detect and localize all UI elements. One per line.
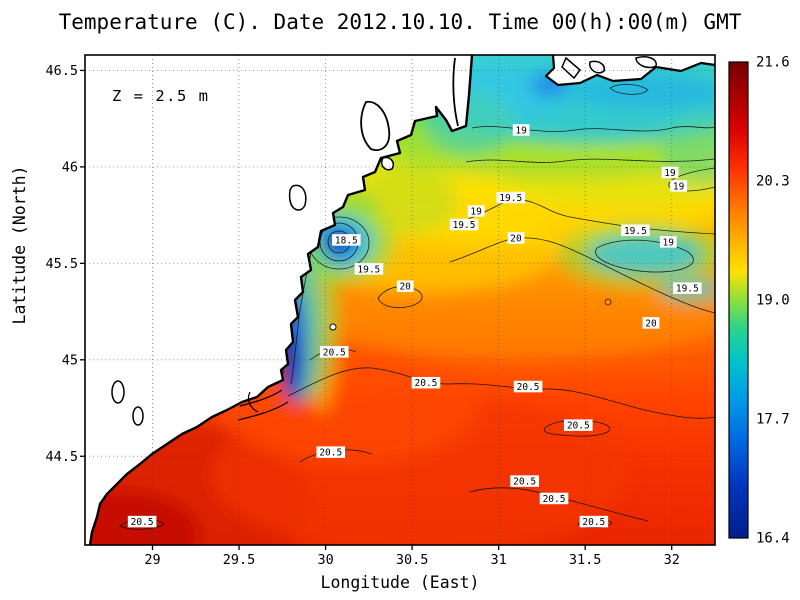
colorbar-tick-label: 16.4 (756, 531, 790, 547)
contour-label-box (539, 492, 569, 505)
contour-label: 20.5 (567, 421, 590, 432)
contour-label-box (673, 282, 702, 294)
contour-label-box (563, 419, 593, 431)
contour-label: 19 (663, 237, 675, 248)
contour-label: 20.5 (415, 378, 438, 389)
contour-label-box (513, 380, 543, 393)
y-axis-ticks: 46.5 46 45.5 45 44.5 (45, 63, 85, 465)
contour-label: 20.5 (582, 517, 605, 528)
x-tick-label: 32 (664, 552, 680, 568)
colorbar-tick-label: 20.3 (756, 174, 790, 190)
contour-label-box (507, 232, 525, 244)
x-tick-label: 30 (317, 552, 333, 568)
x-tick-label: 29.5 (223, 552, 256, 568)
colorbar-tick-label: 21.6 (756, 55, 790, 71)
contour-label-box (449, 218, 479, 231)
contour-label: 19.5 (453, 220, 476, 231)
contour-label-box (510, 475, 539, 487)
x-tick-label: 31 (491, 552, 507, 568)
contour-label-box (354, 263, 384, 275)
contour-label: 19.5 (357, 264, 380, 275)
land-west (85, 54, 474, 546)
coastline (88, 54, 474, 546)
small-contour-ring (329, 323, 337, 331)
contour-label: 20 (399, 282, 411, 293)
contour-label-box (396, 280, 414, 292)
contour-label-box (621, 224, 650, 237)
y-tick-label: 46.5 (45, 63, 78, 79)
delta-channels (237, 389, 289, 421)
contour-label: 19 (470, 206, 482, 217)
contour-label: 20.5 (323, 347, 346, 358)
x-tick-label: 31.5 (569, 552, 602, 568)
liman-lakes (561, 56, 657, 80)
colorbar-tick-label: 17.7 (756, 412, 790, 428)
colorbar-tick-labels: 21.6 20.3 19.0 17.7 16.4 (756, 55, 790, 547)
plot-border (84, 54, 716, 546)
contour-label-box (127, 515, 157, 528)
contour-label: 19 (515, 125, 527, 136)
y-tick-label: 44.5 (45, 449, 78, 465)
contour-label: 19.5 (624, 226, 647, 237)
y-tick-label: 46 (62, 159, 78, 175)
x-tick-label: 29 (144, 552, 160, 568)
contour-label: 19 (664, 168, 676, 179)
contour-label: 19 (673, 181, 685, 192)
liman-boundary (452, 57, 459, 127)
contour-label-box (411, 376, 441, 389)
y-axis-label: Latitude (North) (10, 166, 29, 325)
contour-labels: 19 19 19 19.5 19 19.5 18.5 20 19.5 19 19.5 20 19.5 20… (127, 124, 702, 528)
contour-label-box (579, 515, 609, 528)
x-axis-label: Longitude (East) (321, 573, 480, 592)
plot-area: 19 19 19 19.5 19 19.5 18.5 20 19.5 19 19.5 20 19.5 20… (84, 54, 716, 546)
contour-label: 20.5 (131, 517, 154, 528)
contour-label: 20 (645, 318, 657, 329)
colorbar-tick-label: 19.0 (756, 293, 790, 309)
contour-lines (119, 84, 715, 530)
depth-annotation: Z = 2.5 m (112, 87, 210, 105)
contour-label: 20.5 (513, 477, 536, 488)
contour-label-box (332, 234, 361, 246)
contour-label: 19.5 (676, 284, 699, 295)
colorbar: 21.6 20.3 19.0 17.7 16.4 (728, 55, 790, 547)
contour-label: 20 (510, 233, 522, 244)
contour-label-box (642, 317, 660, 329)
contour-label: 20.5 (319, 448, 342, 459)
contour-label: 19.5 (499, 193, 522, 204)
contour-label-box (319, 346, 349, 358)
contour-label-box (496, 191, 526, 204)
x-tick-label: 30.5 (396, 552, 429, 568)
contour-label: 18.5 (335, 235, 358, 246)
grid-lines (85, 55, 715, 545)
x-axis-ticks: 29 29.5 30 30.5 31 31.5 32 (144, 545, 680, 568)
inland-lakes (111, 100, 395, 426)
land-northeast (544, 54, 716, 87)
figure-title: Temperature (C). Date 2012.10.10. Time 0… (59, 10, 742, 34)
contour-label: 20.5 (543, 494, 566, 505)
y-tick-label: 45 (62, 352, 78, 368)
contour-label-box (512, 124, 530, 136)
contour-label: 20.5 (517, 382, 540, 393)
contour-label-box (316, 446, 346, 458)
contour-label-box (659, 236, 677, 248)
contour-label-box (670, 180, 688, 192)
colorbar-gradient (728, 61, 749, 539)
contour-label-box (467, 205, 485, 217)
y-tick-label: 45.5 (45, 256, 78, 272)
contour-label-box (661, 166, 679, 179)
coastline-northeast (544, 54, 716, 87)
